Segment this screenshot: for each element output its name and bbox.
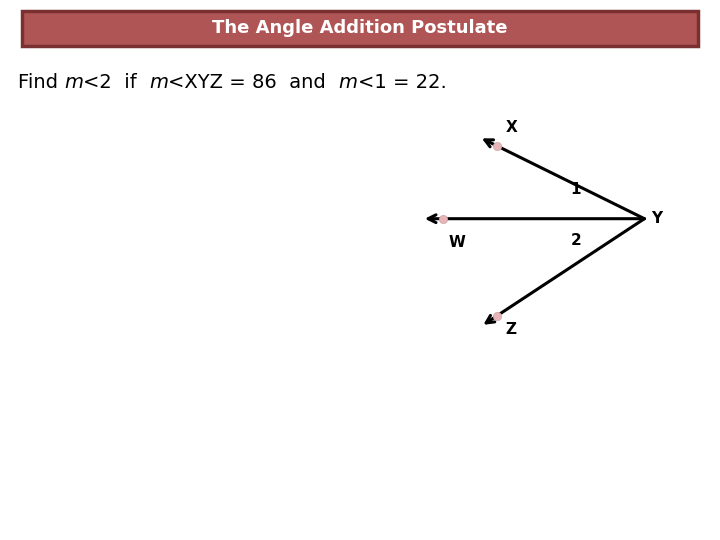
Text: 2: 2 [571,233,581,248]
Text: Z: Z [505,322,516,338]
Text: <1 = 22.: <1 = 22. [358,73,446,92]
FancyBboxPatch shape [22,11,698,46]
Text: The Angle Addition Postulate: The Angle Addition Postulate [212,19,508,37]
Text: X: X [505,120,517,135]
Text: m: m [150,73,168,92]
Text: <XYZ = 86  and: <XYZ = 86 and [168,73,338,92]
Text: Find: Find [18,73,64,92]
Text: m: m [64,73,84,92]
Text: <2  if: <2 if [84,73,150,92]
Text: W: W [449,235,465,250]
Text: m: m [338,73,358,92]
Text: 1: 1 [571,181,581,197]
Text: Y: Y [652,211,662,226]
